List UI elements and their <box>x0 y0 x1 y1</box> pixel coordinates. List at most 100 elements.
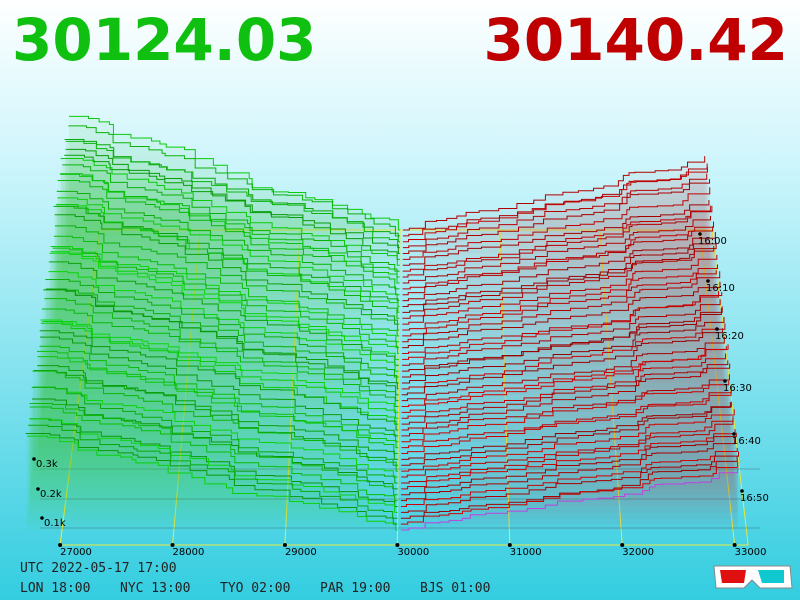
ask-depth-line <box>401 328 724 396</box>
bid-depth-fill <box>30 406 398 501</box>
tick-dot <box>740 489 744 493</box>
time-label: 16:40 <box>732 436 761 447</box>
city-clock: PAR 19:00 <box>320 581 390 596</box>
ask-depth-line <box>401 438 736 502</box>
ask-depth-line <box>402 166 708 243</box>
ask-depth-fill <box>402 163 708 236</box>
ask-depth-line <box>401 306 723 372</box>
ask-depth-fill <box>402 291 719 354</box>
ask-depth-fill <box>400 455 738 519</box>
floor-line <box>699 229 736 546</box>
ask-depth-line <box>402 216 712 284</box>
ask-depth-line <box>402 270 717 337</box>
tick-dot <box>32 457 36 461</box>
bid-depth-fill <box>26 433 398 525</box>
floor-line <box>396 229 401 546</box>
ask-depth-line <box>400 451 739 513</box>
ask-depth-fill <box>401 308 722 378</box>
bid-depth-fill <box>54 235 400 336</box>
ask-depth-line <box>400 461 739 525</box>
ask-depth-line <box>402 173 708 249</box>
x-tick-label: 27000 <box>60 547 92 558</box>
tick-dot <box>58 543 63 547</box>
ask-depth-line <box>402 254 718 325</box>
bid-depth-line <box>31 386 398 484</box>
bid-depth-line <box>33 369 399 466</box>
ask-depth-fill <box>400 461 738 525</box>
bid-depth-fill <box>38 356 399 448</box>
bid-depth-line <box>49 252 399 360</box>
ask-depth-fill <box>401 360 728 425</box>
ask-depth-line <box>402 179 711 255</box>
ask-depth-fill <box>402 239 716 307</box>
tick-dot <box>723 379 727 383</box>
bid-depth-fill <box>55 225 400 330</box>
tick-dot <box>282 543 287 547</box>
bid-depth-line <box>25 433 398 525</box>
ask-depth-line <box>401 386 732 449</box>
ask-depth-fill <box>402 291 722 360</box>
bid-depth-line <box>37 365 399 460</box>
bid-depth-fill <box>37 350 399 454</box>
ask-depth-fill <box>402 205 712 278</box>
ask-depth-line <box>401 447 738 507</box>
ask-depth-fill <box>401 432 737 495</box>
bid-price: 30124.03 <box>12 6 317 74</box>
bid-depth-line <box>29 402 398 496</box>
bid-depth-line <box>46 288 399 384</box>
bid-depth-line <box>53 205 400 319</box>
bid-depth-line <box>60 157 400 266</box>
ask-depth-line <box>401 363 731 431</box>
time-label: 16:50 <box>740 493 769 504</box>
ask-depth-fill <box>402 226 713 295</box>
ask-depth-fill <box>400 466 738 530</box>
ask-depth-fill <box>400 451 739 513</box>
bid-depth-line <box>44 298 399 402</box>
ask-depth-line <box>401 380 730 443</box>
ask-depth-line <box>402 291 719 355</box>
ask-depth-line <box>401 429 736 490</box>
ask-depth-line <box>401 353 727 419</box>
bid-depth-line <box>32 370 398 472</box>
ask-depth-fill <box>402 243 717 313</box>
bid-depth-line <box>39 345 399 443</box>
x-tick-label: 33000 <box>735 547 767 558</box>
ask-depth-line <box>402 291 723 360</box>
bid-depth-fill <box>33 386 398 478</box>
bid-depth-line <box>36 350 399 455</box>
bid-depth-line <box>65 148 400 255</box>
ask-depth-line <box>401 432 737 496</box>
ask-depth-line <box>401 336 725 402</box>
bid-depth-line <box>60 173 400 284</box>
bid-depth-fill <box>53 206 400 319</box>
bid-depth-fill <box>40 330 399 430</box>
x-tick-label: 28000 <box>173 547 205 558</box>
bid-depth-fill <box>53 247 400 348</box>
depth-label: 0.1k <box>44 518 66 529</box>
ask-depth-line <box>402 205 711 272</box>
bid-depth-fill <box>57 197 400 301</box>
bid-depth-fill <box>55 214 400 325</box>
bid-depth-line <box>64 154 400 260</box>
ask-depth-fill <box>402 205 711 272</box>
ask-depth-line <box>401 401 732 460</box>
time-label: 16:00 <box>698 236 727 247</box>
bid-depth-fill <box>51 246 400 342</box>
ask-depth-line <box>401 316 725 384</box>
ask-depth-line <box>402 199 710 266</box>
bid-depth-line <box>29 418 398 513</box>
city-clock: LON 18:00 <box>20 581 90 596</box>
bid-depth-fill <box>58 179 400 289</box>
ask-depth-line <box>401 308 722 378</box>
bid-depth-fill <box>57 190 400 295</box>
city-clock: TYO 02:00 <box>220 581 290 596</box>
ask-depth-line <box>402 205 713 278</box>
tick-dot <box>706 279 710 283</box>
bid-depth-fill <box>34 369 399 466</box>
tick-dot <box>715 327 719 331</box>
bid-depth-fill <box>30 403 398 495</box>
bid-depth-line <box>68 125 400 237</box>
ask-depth-fill <box>402 199 709 266</box>
bid-depth-fill <box>44 298 399 401</box>
